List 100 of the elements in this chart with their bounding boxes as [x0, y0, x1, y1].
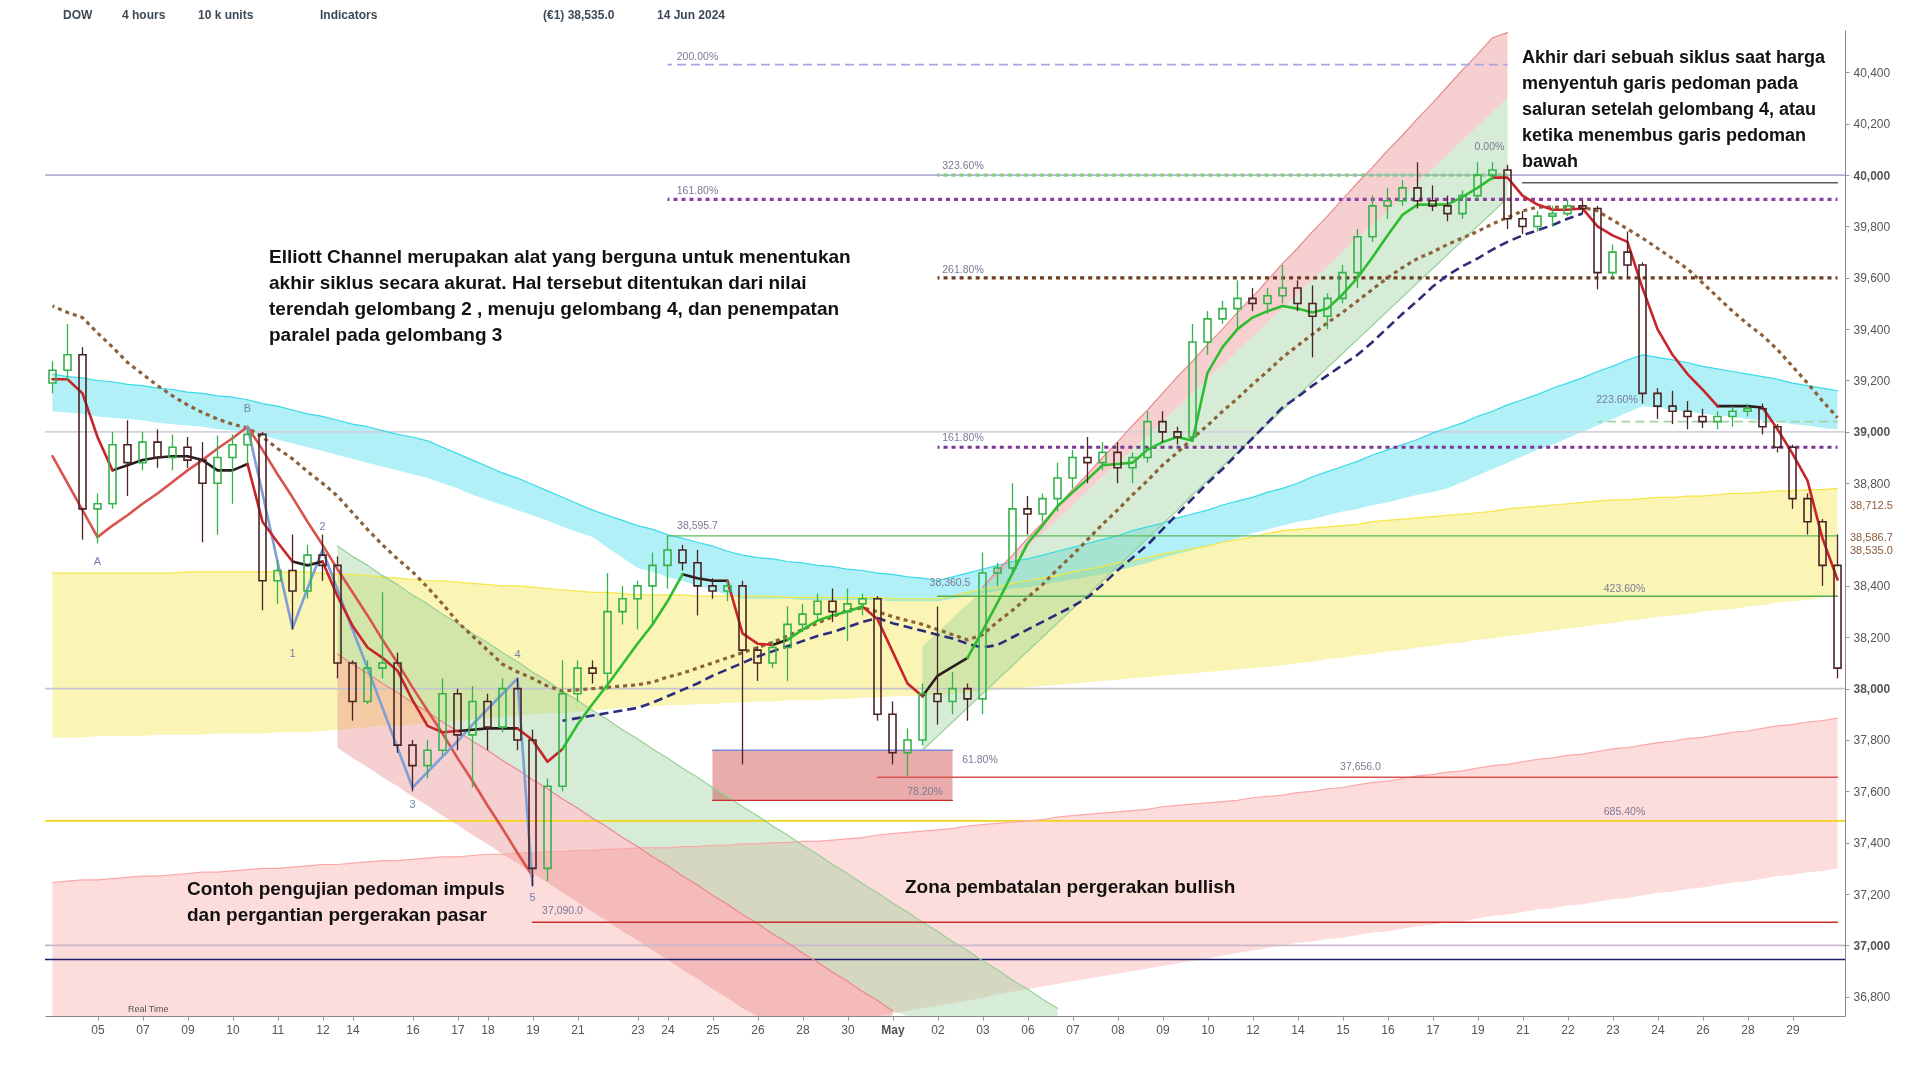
annotation: Akhir dari sebuah siklus saat harga menyentuh garis pedoman pada saluran setelah gelombang 4, atau ketika menembus garis pedoman bawah — [1522, 47, 1827, 171]
x-tick-label: 28 — [796, 1022, 810, 1037]
x-tick-label: 14 — [1291, 1022, 1305, 1037]
x-tick-label: 11 — [271, 1022, 285, 1037]
annotation: 0.00% — [1474, 140, 1505, 152]
y-tick-label: 40,000 — [1853, 168, 1891, 183]
y-tick-label: 38,400 — [1853, 579, 1891, 594]
annotation: 323.60% — [942, 159, 984, 171]
x-tick-label: 16 — [406, 1022, 420, 1037]
annotation: 223.60% — [1596, 393, 1638, 405]
annotation: Elliott Channel merupakan alat yang berguna untuk menentukan akhir siklus secara akurat. Hal tersebut ditentukan dari nilai terendah gelombang 2 , menuju gelombang 4, dan penempatan paralel pada gelombang 3 — [269, 246, 851, 345]
line-series — [50, 205, 1840, 693]
x-tick-label: 24 — [1651, 1022, 1665, 1037]
annotation: 423.60% — [1603, 581, 1646, 594]
annotation: 38,595.7 — [677, 518, 719, 531]
y-tick-label: 37,200 — [1853, 887, 1891, 902]
annotation: 3 — [409, 798, 416, 811]
x-tick-label: 09 — [181, 1022, 195, 1037]
y-tick-label: 38,800 — [1853, 476, 1891, 491]
text: (€1) 38,535.0 — [543, 8, 615, 22]
y-tick-label: 39,200 — [1853, 373, 1891, 388]
x-tick-label: 10 — [226, 1022, 240, 1037]
text: DOW — [63, 8, 93, 22]
text: 38,712.5 — [1850, 498, 1893, 511]
y-tick-label: 40,400 — [1853, 65, 1891, 80]
y-tick-label: 39,000 — [1853, 425, 1891, 440]
x-tick-label: 25 — [706, 1022, 720, 1037]
text: 38,535.0 — [1850, 544, 1893, 557]
x-tick-label: 22 — [1561, 1022, 1575, 1037]
x-tick-label: 23 — [1606, 1022, 1620, 1037]
x-tick-label: 18 — [481, 1022, 495, 1037]
annotation: 200.00% — [676, 50, 719, 62]
candlestick — [123, 419, 132, 497]
x-tick-label: 07 — [1066, 1022, 1080, 1037]
x-tick-label: 28 — [1741, 1022, 1755, 1037]
annotation: A — [93, 554, 102, 567]
y-tick-label: 37,400 — [1853, 836, 1891, 851]
x-tick-label: 30 — [841, 1022, 855, 1037]
text: 38,586.7 — [1850, 531, 1893, 543]
annotation: Zona pembatalan pergerakan bullish — [905, 876, 1236, 897]
annotation: 4 — [514, 648, 521, 661]
annotation: 161.80% — [676, 183, 719, 196]
x-tick-label: 26 — [751, 1022, 765, 1037]
x-tick-label: 07 — [136, 1022, 150, 1037]
x-tick-label: 09 — [1156, 1022, 1170, 1037]
x-tick-label: 06 — [1021, 1022, 1035, 1037]
x-tick-label: 19 — [526, 1022, 540, 1037]
text: Indicators — [320, 8, 378, 22]
annotation: Contoh pengujian pedoman impuls dan pergantian pergerakan pasar — [187, 878, 505, 925]
x-tick-label: 03 — [976, 1022, 990, 1037]
x-tick-label: 14 — [346, 1022, 360, 1037]
x-tick-label: 21 — [1516, 1022, 1530, 1037]
annotation: 1 — [289, 647, 296, 659]
text: 14 Jun 2024 — [657, 8, 726, 22]
y-tick-label: 37,000 — [1853, 938, 1891, 953]
annotation: 5 — [529, 891, 536, 903]
text: 10 k units — [198, 8, 254, 22]
candlestick — [288, 533, 297, 631]
x-tick-label: 02 — [931, 1022, 945, 1037]
line-series — [51, 425, 534, 878]
x-tick-label: 10 — [1201, 1022, 1215, 1037]
annotation: B — [243, 401, 252, 414]
x-tick-label: May — [881, 1022, 905, 1037]
candlestick — [1083, 436, 1092, 484]
x-tick-label: 15 — [1336, 1022, 1350, 1037]
y-tick-label: 38,000 — [1853, 682, 1891, 697]
y-tick-label: 37,600 — [1853, 784, 1891, 799]
annotation: 37,090.0 — [542, 904, 584, 916]
x-tick-label: 24 — [661, 1022, 675, 1037]
annotation: Real Time — [128, 1004, 169, 1014]
x-tick-label: 19 — [1471, 1022, 1485, 1037]
candlestick — [933, 605, 942, 726]
x-tick-label: 29 — [1786, 1022, 1800, 1037]
line-series — [921, 197, 1509, 751]
y-tick-label: 38,200 — [1853, 630, 1891, 645]
annotation: 685.40% — [1603, 805, 1646, 817]
y-tick-label: 37,800 — [1853, 733, 1891, 748]
x-tick-label: 16 — [1381, 1022, 1395, 1037]
y-tick-label: 40,200 — [1853, 117, 1891, 132]
x-tick-label: 12 — [1246, 1022, 1260, 1037]
x-tick-label: 08 — [1111, 1022, 1125, 1037]
annotation: 78.20% — [907, 785, 943, 797]
x-tick-label: 21 — [571, 1022, 585, 1037]
annotation: 37,656.0 — [1340, 760, 1382, 772]
annotation: 61.80% — [962, 753, 998, 765]
annotation: 38,360.5 — [929, 576, 971, 588]
annotation: 2 — [319, 519, 326, 532]
x-tick-label: 26 — [1696, 1022, 1710, 1037]
x-tick-label: 17 — [451, 1022, 465, 1037]
x-tick-label: 05 — [91, 1022, 105, 1037]
y-tick-label: 39,600 — [1853, 271, 1891, 286]
annotation: 161.80% — [942, 431, 984, 443]
x-tick-label: 23 — [631, 1022, 645, 1037]
candlestick — [213, 435, 222, 536]
y-tick-label: 36,800 — [1853, 990, 1891, 1005]
x-tick-label: 17 — [1426, 1022, 1440, 1037]
y-tick-label: 39,800 — [1853, 219, 1891, 234]
x-tick-label: 12 — [316, 1022, 330, 1037]
text: 4 hours — [122, 8, 166, 22]
annotation: 261.80% — [942, 263, 984, 275]
